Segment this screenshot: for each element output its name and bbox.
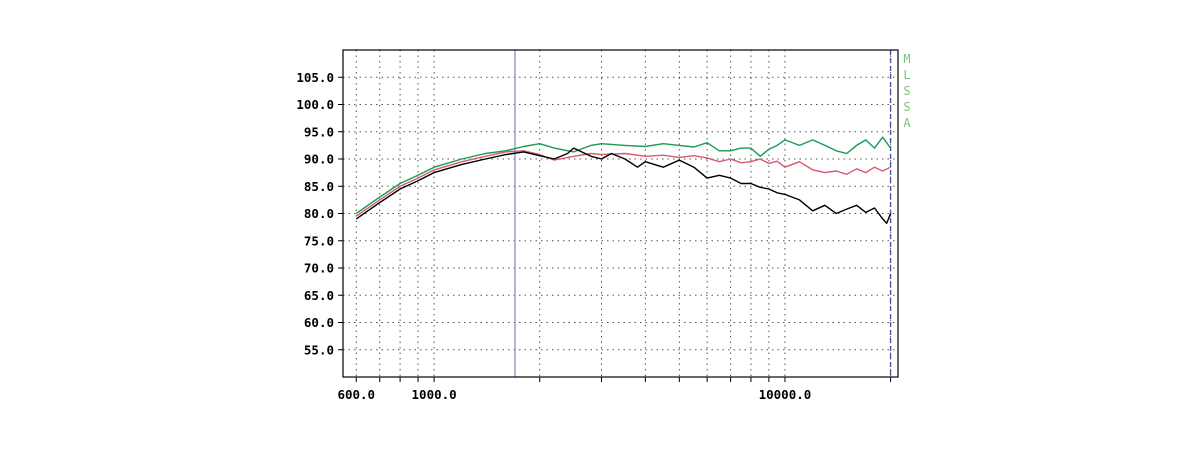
- series-line-1: [355, 136, 892, 215]
- y-tick-label: 70.0: [304, 261, 334, 276]
- y-tick-label: 80.0: [304, 206, 334, 221]
- brand-letter: S: [903, 84, 910, 98]
- brand-letter: M: [903, 52, 910, 66]
- y-tick-label: 65.0: [304, 288, 334, 303]
- series-line-2: [355, 150, 891, 217]
- y-tick-label: 90.0: [304, 152, 334, 167]
- y-tick-label: 60.0: [304, 315, 334, 330]
- brand-letter: S: [903, 100, 910, 114]
- series-line-3: [355, 147, 892, 225]
- brand-letter: L: [903, 68, 910, 82]
- x-tick-label: 600.0: [337, 387, 375, 402]
- y-tick-label: 105.0: [296, 70, 334, 85]
- grid-lines: [343, 50, 898, 377]
- x-tick-label: 10000.0: [759, 387, 812, 402]
- x-tick-label: 1000.0: [412, 387, 457, 402]
- y-tick-label: 55.0: [304, 342, 334, 357]
- y-tick-label: 85.0: [304, 179, 334, 194]
- y-tick-label: 100.0: [296, 97, 334, 112]
- x-axis-ticks: 600.0 1000.0 10000.0: [337, 377, 892, 402]
- y-tick-label: 95.0: [304, 124, 334, 139]
- y-axis-ticks: 55.0 60.0 65.0 70.0 75.0 80.0 85.0 90.0 95.0 100.…: [296, 70, 343, 357]
- series-lines: [355, 136, 892, 225]
- brand-letter: A: [903, 116, 911, 130]
- y-tick-label: 75.0: [304, 233, 334, 248]
